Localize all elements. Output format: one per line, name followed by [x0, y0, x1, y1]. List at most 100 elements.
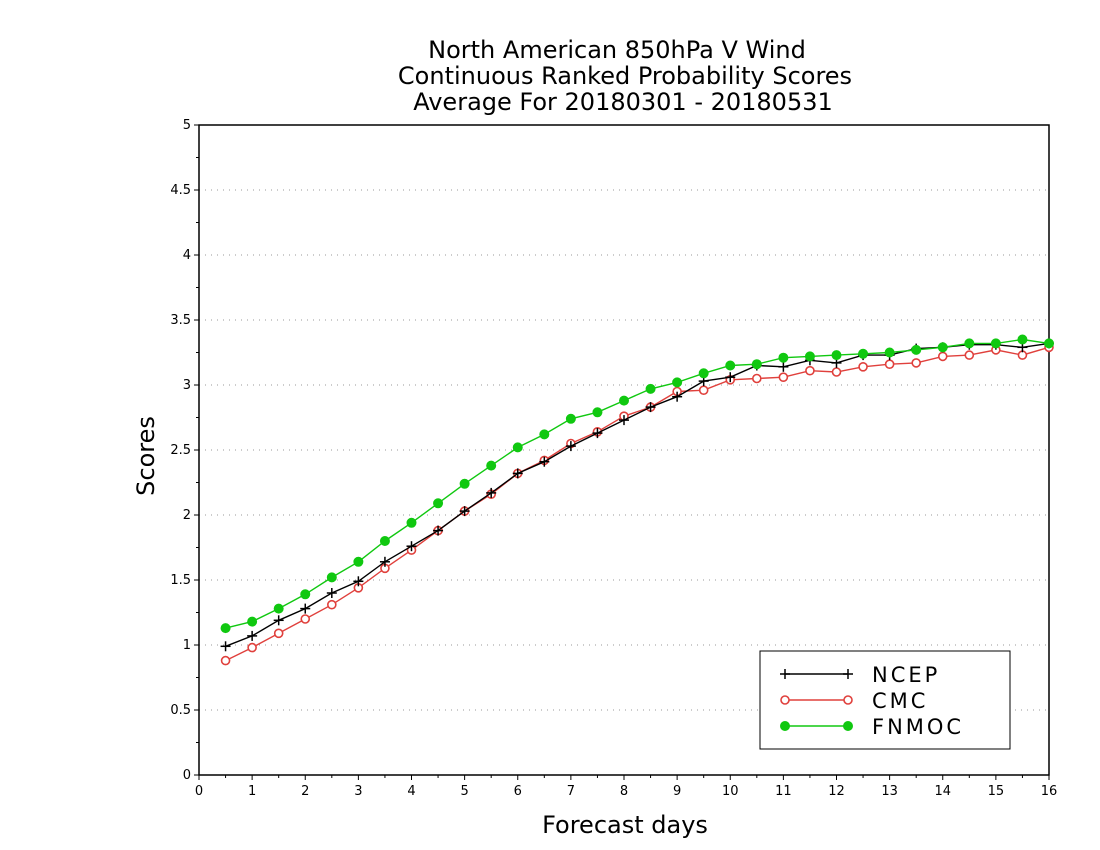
point-fnmoc-16	[645, 383, 656, 394]
x-tick-label-8: 8	[620, 784, 628, 799]
point-fnmoc-2	[273, 603, 284, 614]
point-ncep-13	[565, 441, 576, 452]
legend-item-fnmoc: FNMOC	[780, 715, 964, 739]
point-ncep-6	[379, 556, 390, 567]
point-fnmoc-9	[459, 478, 470, 489]
point-cmc-22	[805, 365, 815, 376]
point-ncep-16	[645, 402, 656, 413]
y-tick-label-5: 2.5	[170, 443, 191, 458]
chart-title: North American 850hPa V Wind Continuous …	[398, 36, 852, 116]
point-fnmoc-1	[247, 616, 258, 627]
point-ncep-5	[353, 576, 364, 587]
y-tick-label-1: 0.5	[170, 703, 191, 718]
point-cmc-2	[273, 628, 284, 639]
point-cmc-18	[698, 385, 709, 396]
point-fnmoc-7	[406, 517, 417, 528]
point-ncep-8	[433, 525, 444, 536]
x-axis-ticks: 0 1 2 3 4 5 6 7 8 9 10 11 12 13 14 15 16	[195, 775, 1057, 799]
y-tick-label-10: 5	[183, 118, 191, 133]
point-fnmoc-18	[698, 368, 709, 379]
point-ncep-15	[619, 415, 629, 426]
grid-lines	[199, 189, 1049, 711]
point-ncep-1	[247, 630, 258, 641]
legend-label-ncep: NCEP	[872, 663, 940, 687]
point-cmc-23	[831, 367, 842, 377]
chart-title-line-2: Continuous Ranked Probability Scores	[398, 62, 852, 90]
series-fnmoc	[220, 334, 1054, 634]
point-cmc-24	[858, 361, 868, 372]
legend-marker-right-fnmoc	[843, 721, 853, 731]
x-tick-label-7: 7	[567, 784, 575, 799]
y-tick-label-3: 1.5	[170, 573, 191, 588]
point-ncep-17	[672, 391, 683, 402]
x-tick-label-11: 11	[775, 784, 792, 799]
y-tick-label-9: 4.5	[170, 183, 191, 198]
point-cmc-21	[778, 372, 789, 383]
point-fnmoc-4	[326, 572, 337, 583]
x-axis-label: Forecast days	[542, 811, 708, 839]
point-fnmoc-6	[379, 536, 390, 546]
point-ncep-3	[300, 603, 311, 614]
point-ncep-19	[725, 372, 736, 383]
point-fnmoc-12	[539, 429, 550, 440]
point-fnmoc-11	[512, 442, 523, 453]
point-ncep-0	[220, 641, 231, 652]
point-ncep-4	[326, 588, 337, 598]
point-fnmoc-22	[804, 351, 815, 362]
point-cmc-25	[884, 359, 895, 370]
x-tick-label-14: 14	[934, 784, 951, 799]
legend-item-ncep: NCEP	[780, 663, 940, 687]
x-tick-label-2: 2	[301, 784, 309, 799]
point-fnmoc-31	[1044, 338, 1054, 349]
point-fnmoc-24	[858, 348, 869, 359]
point-fnmoc-10	[486, 460, 497, 471]
point-ncep-21	[778, 361, 789, 372]
point-fnmoc-3	[300, 589, 311, 600]
x-tick-label-3: 3	[354, 784, 362, 799]
y-axis-ticks: 0 0.5 1 1.5 2 2.5 3 3.5 4 4.5 5	[170, 118, 199, 783]
legend-marker-left-cmc	[780, 695, 790, 705]
series-cmc	[220, 342, 1054, 666]
y-tick-label-0: 0	[183, 768, 191, 783]
x-tick-label-16: 16	[1041, 784, 1058, 799]
point-fnmoc-23	[831, 350, 842, 361]
point-fnmoc-5	[353, 556, 364, 567]
x-tick-label-1: 1	[248, 784, 256, 799]
legend-label-cmc: CMC	[872, 689, 928, 713]
point-cmc-0	[220, 655, 231, 666]
point-cmc-20	[752, 373, 762, 384]
point-fnmoc-19	[725, 360, 736, 371]
legend-label-fnmoc: FNMOC	[872, 715, 964, 739]
x-tick-label-6: 6	[514, 784, 522, 799]
series-layer	[220, 334, 1054, 666]
point-fnmoc-15	[619, 395, 629, 406]
y-tick-label-2: 1	[183, 638, 191, 653]
point-cmc-30	[1017, 350, 1028, 360]
x-tick-label-12: 12	[828, 784, 845, 799]
legend-item-cmc: CMC	[780, 689, 928, 713]
point-fnmoc-20	[751, 359, 762, 370]
series-line-ncep	[225, 342, 1050, 647]
point-ncep-10	[486, 487, 497, 498]
point-fnmoc-8	[433, 498, 444, 509]
point-ncep-14	[592, 428, 603, 439]
x-tick-label-10: 10	[722, 784, 739, 799]
point-fnmoc-14	[592, 407, 603, 418]
point-cmc-26	[911, 358, 921, 368]
point-fnmoc-29	[990, 338, 1001, 349]
legend-marker-right-ncep	[843, 669, 853, 679]
point-cmc-1	[247, 642, 257, 653]
point-fnmoc-0	[220, 623, 231, 634]
y-axis-label: Scores	[132, 416, 160, 496]
point-fnmoc-21	[778, 352, 789, 363]
point-fnmoc-13	[565, 413, 576, 424]
y-tick-label-7: 3.5	[170, 313, 191, 328]
point-ncep-7	[406, 541, 417, 552]
point-cmc-27	[937, 351, 948, 362]
point-cmc-28	[964, 350, 975, 360]
chart-title-line-1: North American 850hPa V Wind	[428, 36, 806, 64]
point-ncep-9	[459, 506, 470, 517]
point-cmc-3	[300, 614, 311, 624]
legend-marker-left-ncep	[780, 669, 790, 679]
